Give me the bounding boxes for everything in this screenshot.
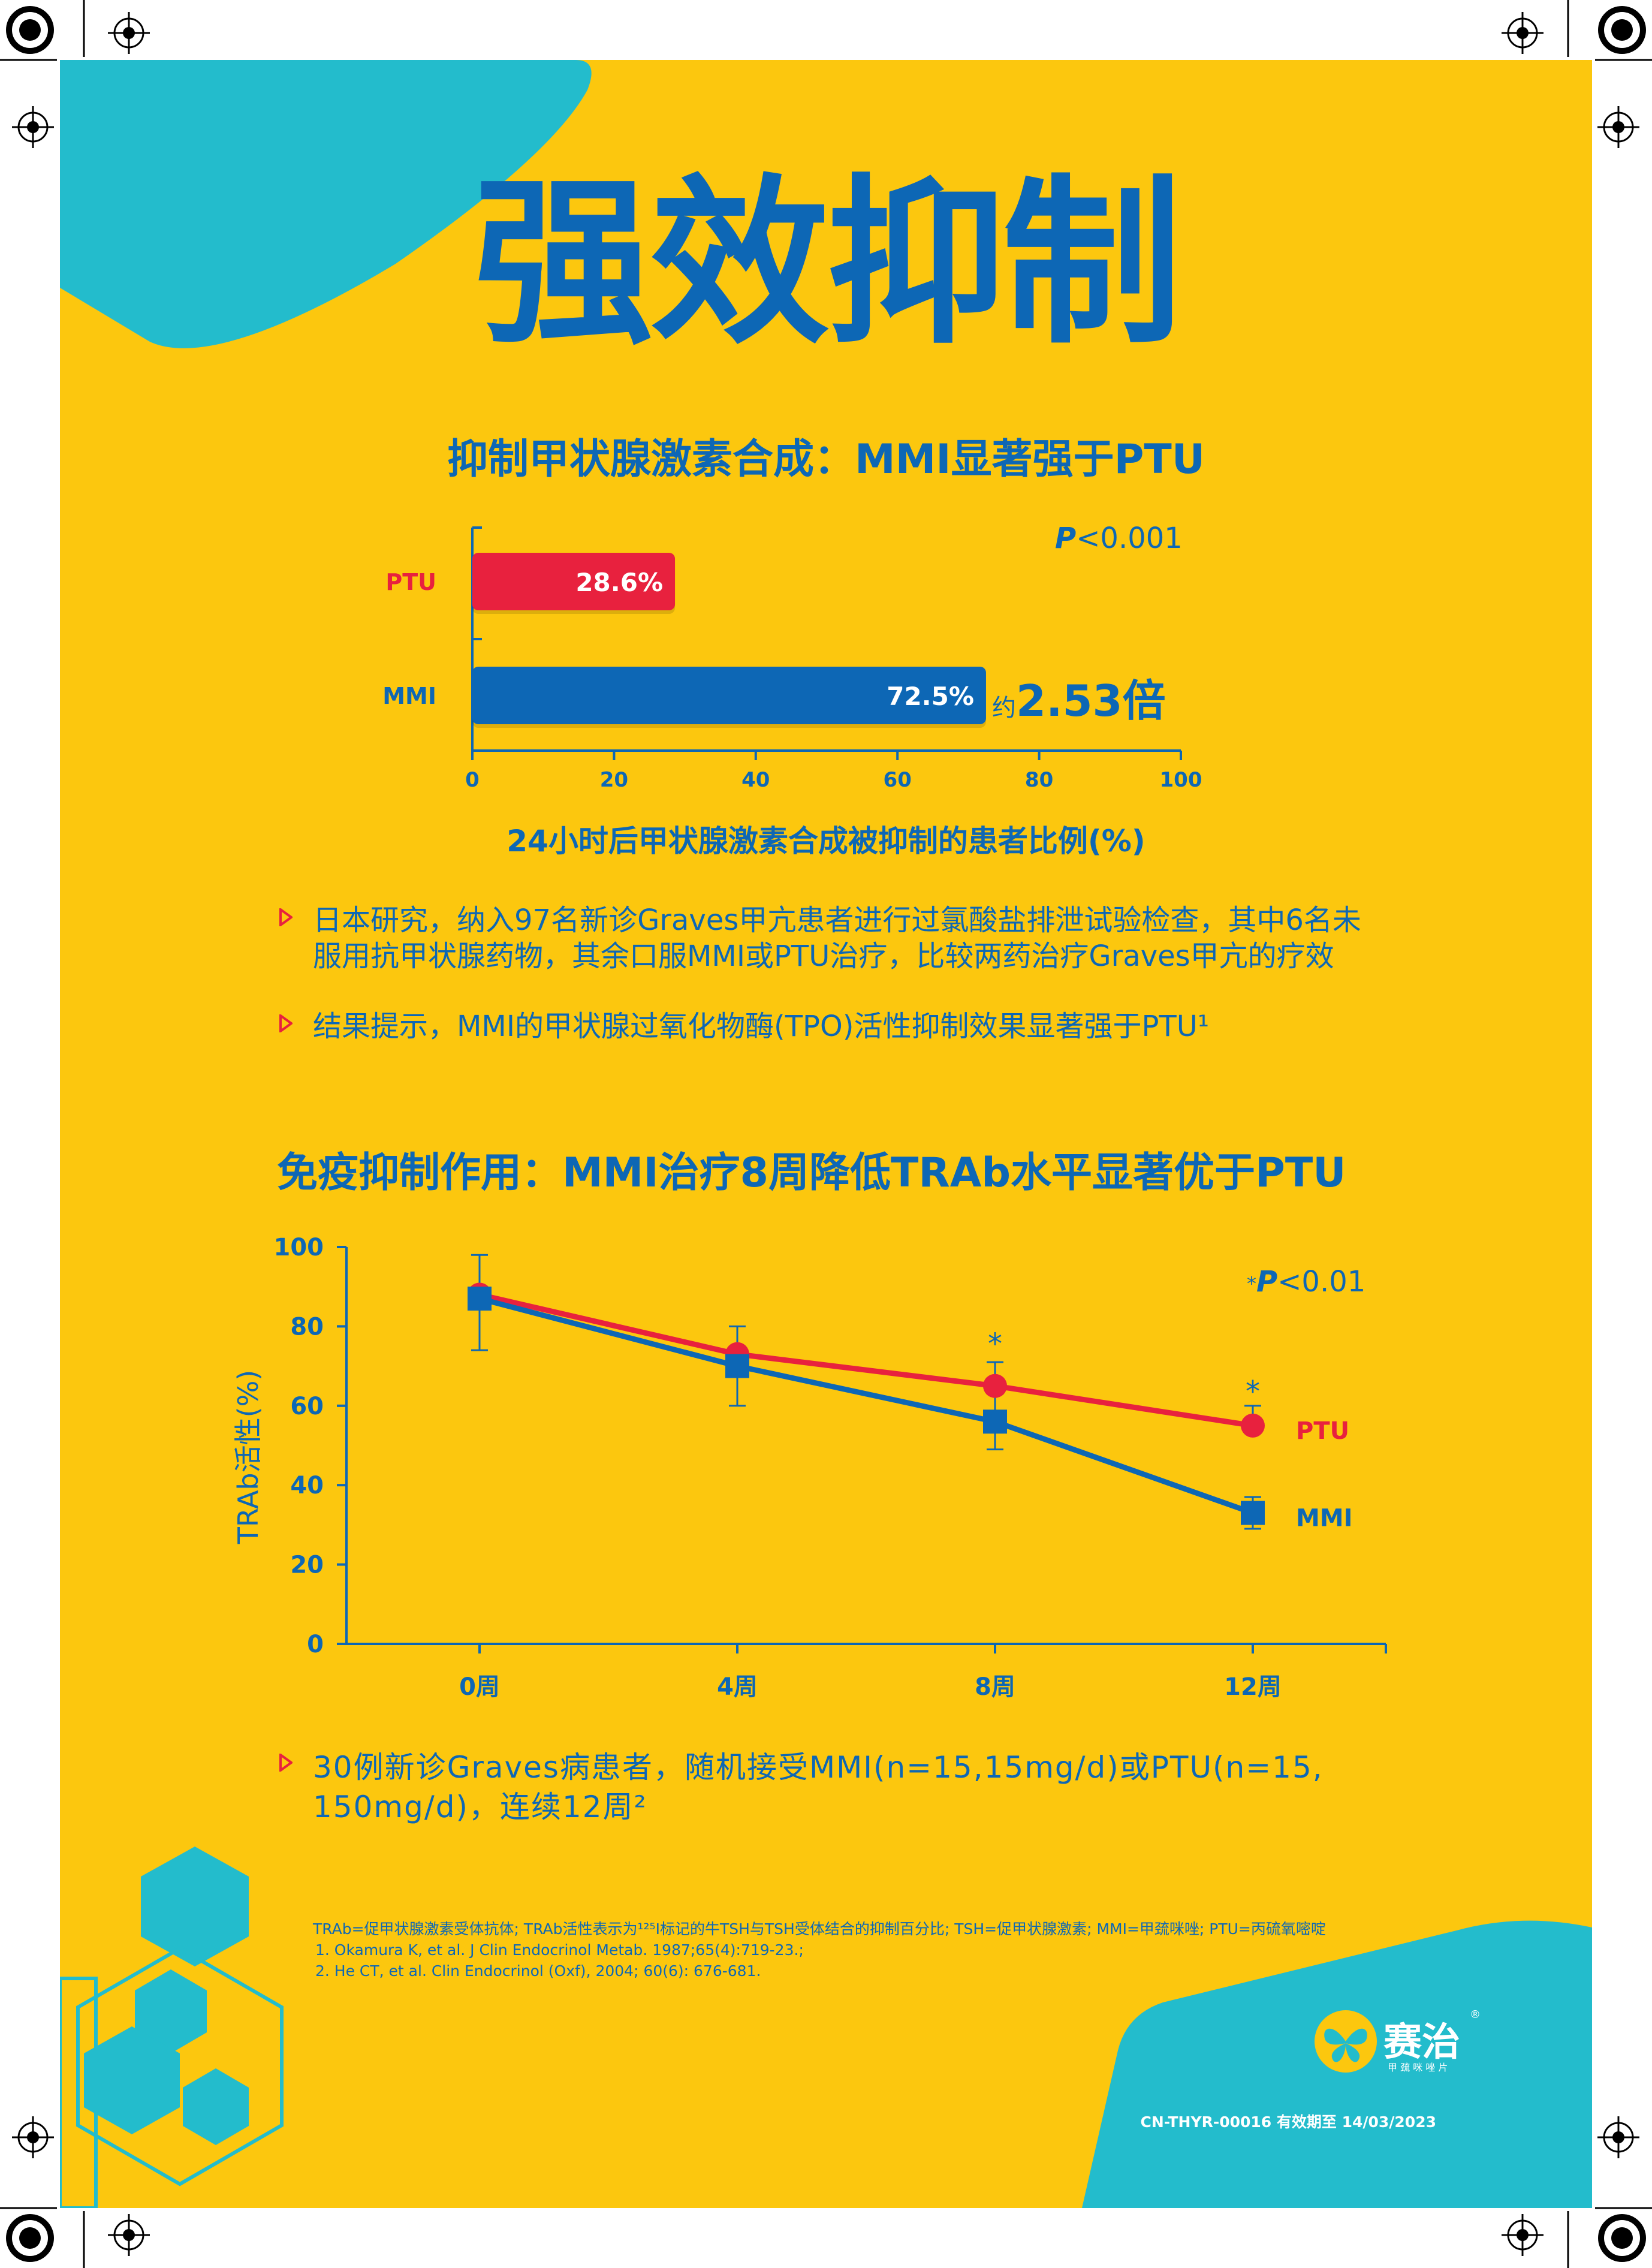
category-label: PTU [385, 569, 436, 595]
triangle-bullet-icon [279, 1754, 293, 1772]
line-chart-labels: PTU MMI * * [988, 1327, 1353, 1532]
bullet-1: 日本研究，纳入97名新诊Graves甲亢患者进行过氯酸盐排泄试验检查，其中6名未… [279, 902, 1361, 974]
series-line-mmi [478, 1296, 1254, 1516]
bar-chart: 0 20 40 60 80 100 24小时后甲状腺激素合成被抑制的患者比例(%) 28.6… [382, 526, 1202, 859]
logo-sub: 甲 巯 咪 唑 片 [1388, 2062, 1448, 2073]
footnote-ref-2: 2. He CT, et al. Clin Endocrinol (Oxf), … [315, 1962, 761, 1980]
y-axis-label: TRAb活性(%) [232, 1370, 264, 1544]
brand-logo: 赛治 ® 甲 巯 咪 唑 片 [1313, 2008, 1481, 2074]
product-code: CN-THYR-00016 有效期至 14/03/2023 [1140, 2113, 1436, 2131]
bar-value-label: 72.5% [887, 682, 974, 711]
triangle-bullet-icon [279, 908, 293, 926]
butterfly-icon [1315, 2010, 1377, 2073]
p-value-2: *P<0.01 [1247, 1265, 1365, 1299]
y-tick-label: 60 [290, 1393, 324, 1420]
footnotes: TRAb=促甲状腺激素受体抗体; TRAb活性表示为¹²⁵I标记的牛TSH与TS… [313, 1918, 1326, 1981]
series-label: MMI [1296, 1505, 1353, 1532]
p-letter: P [1256, 1265, 1278, 1299]
poster: 强效抑制 抑制甲状腺激素合成：MMI显著强于PTU 0 20 40 60 80 100 24… [60, 60, 1592, 2208]
x-tick-label: 8周 [975, 1673, 1015, 1701]
bar-chart-labels: 28.6% PTU 72.5% MMI [382, 568, 974, 711]
bullet-2-line: 结果提示，MMI的甲状腺过氧化物酶(TPO)活性抑制效果显著强于PTU¹ [313, 1010, 1210, 1043]
series-label: PTU [1296, 1417, 1349, 1445]
bullet-3: 30例新诊Graves病患者，随机接受MMI(n=15,15mg/d)或PTU(… [279, 1748, 1324, 1827]
y-tick-label: 40 [290, 1472, 324, 1499]
p-star: * [1247, 1272, 1256, 1295]
triangle-bullet-icon [279, 1014, 293, 1032]
y-tick-label: 0 [307, 1631, 324, 1658]
crosshair-icon [12, 12, 1639, 2256]
data-point-ptu [1241, 1413, 1265, 1438]
section2-heading: 免疫抑制作用：MMI治疗8周降低TRAb水平显著优于PTU [277, 1149, 1346, 1197]
page-title: 强效抑制 [474, 159, 1182, 368]
bar-chart-bars [472, 553, 986, 728]
p-value-text: <0.01 [1277, 1265, 1366, 1299]
line-chart: 0 20 40 60 80 100 0周 4周 8周 12周 TRAb活性(%) PTU MMI * * [232, 1234, 1387, 1701]
bullet-1-line-1: 日本研究，纳入97名新诊Graves甲亢患者进行过氯酸盐排泄试验检查，其中6名未 [313, 903, 1361, 937]
bar-chart-axes: 0 20 40 60 80 100 24小时后甲状腺激素合成被抑制的患者比例(%) [465, 526, 1202, 859]
bullet-3-line-1: 30例新诊Graves病患者，随机接受MMI(n=15,15mg/d)或PTU(… [313, 1750, 1324, 1785]
y-tick-label: 100 [274, 1234, 324, 1261]
line-chart-axes: 0 20 40 60 80 100 0周 4周 8周 12周 TRAb活性(%) [232, 1234, 1387, 1701]
x-tick-label: 0周 [459, 1673, 500, 1701]
starburst-icon [6, 6, 1646, 2262]
bar-mmi [472, 667, 986, 724]
x-tick-label: 60 [884, 768, 912, 792]
data-point-mmi [983, 1409, 1007, 1434]
bar-value-label: 28.6% [575, 568, 663, 597]
ratio-callout: 约2.53倍 [992, 665, 1166, 728]
bullet-2: 结果提示，MMI的甲状腺过氧化物酶(TPO)活性抑制效果显著强于PTU¹ [279, 1008, 1210, 1044]
x-tick-label: 0 [465, 768, 480, 792]
x-tick-label: 40 [741, 768, 770, 792]
p-value-1: P<0.001 [1055, 522, 1183, 555]
x-axis-label: 24小时后甲状腺激素合成被抑制的患者比例(%) [507, 824, 1145, 859]
section1-heading: 抑制甲状腺激素合成：MMI显著强于PTU [447, 436, 1205, 483]
y-tick-label: 20 [290, 1552, 324, 1579]
footnote-abbrev: TRAb=促甲状腺激素受体抗体; TRAb活性表示为¹²⁵I标记的牛TSH与TS… [313, 1920, 1326, 1938]
footnote-ref-1: 1. Okamura K, et al. J Clin Endocrinol M… [315, 1941, 804, 1959]
ratio-value: 2.53倍 [1016, 676, 1166, 726]
ratio-prefix: 约 [992, 694, 1016, 722]
x-tick-label: 100 [1160, 768, 1202, 792]
logo-reg: ® [1470, 2008, 1481, 2021]
logo-name: 赛治 [1383, 2020, 1460, 2065]
data-point-mmi [1241, 1501, 1265, 1525]
significance-star: * [988, 1327, 1002, 1361]
series-line-ptu [478, 1292, 1253, 1429]
significance-star: * [1246, 1375, 1260, 1409]
data-point-mmi [468, 1287, 492, 1311]
bullet-1-line-2: 服用抗甲状腺药物，其余口服MMI或PTU治疗，比较两药治疗Graves甲亢的疗效 [313, 939, 1334, 973]
y-tick-label: 80 [290, 1313, 324, 1341]
data-point-ptu [983, 1374, 1007, 1398]
x-tick-label: 20 [600, 768, 628, 792]
x-tick-label: 12周 [1224, 1673, 1282, 1701]
x-tick-label: 4周 [717, 1673, 758, 1701]
hexagon-decor [84, 1847, 249, 2145]
p-value-text: <0.001 [1076, 522, 1183, 555]
line-chart-series [468, 1254, 1265, 1530]
x-tick-label: 80 [1025, 768, 1053, 792]
category-label: MMI [382, 683, 436, 709]
p-letter: P [1055, 522, 1077, 555]
bullet-3-line-2: 150mg/d)，连续12周² [313, 1790, 647, 1824]
bar-ptu [472, 553, 676, 610]
data-point-mmi [725, 1354, 749, 1378]
